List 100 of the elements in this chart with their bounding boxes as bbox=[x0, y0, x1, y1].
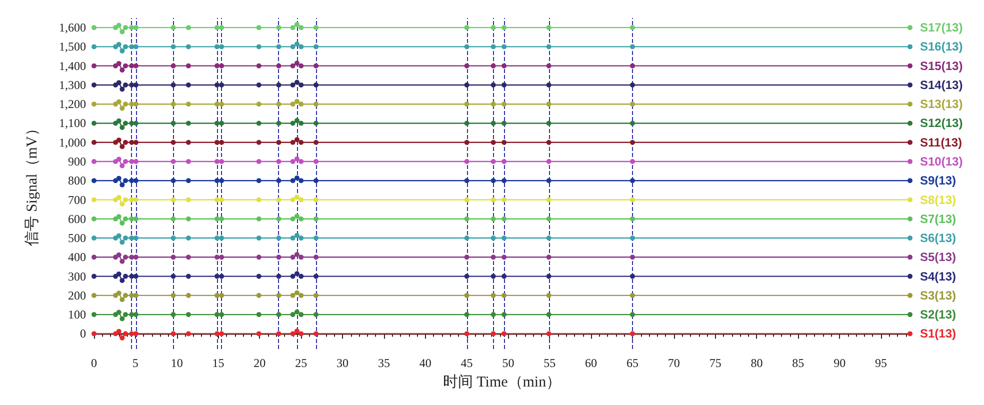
point bbox=[133, 102, 138, 107]
point bbox=[630, 274, 635, 279]
point bbox=[464, 82, 470, 88]
point bbox=[214, 102, 220, 107]
y-tick-label: 900 bbox=[68, 154, 86, 168]
point bbox=[314, 140, 319, 145]
point bbox=[546, 197, 552, 202]
point bbox=[298, 140, 304, 145]
point bbox=[120, 258, 125, 264]
point bbox=[314, 312, 319, 318]
point bbox=[116, 80, 122, 86]
point bbox=[92, 274, 96, 279]
point bbox=[908, 82, 912, 88]
point bbox=[219, 102, 224, 107]
series-label: S12(13) bbox=[920, 116, 963, 130]
point bbox=[256, 331, 262, 336]
point bbox=[298, 292, 304, 298]
point bbox=[298, 102, 304, 107]
point bbox=[630, 25, 635, 30]
point bbox=[298, 236, 304, 241]
point bbox=[256, 274, 262, 279]
point bbox=[113, 254, 118, 260]
point bbox=[546, 274, 552, 279]
point bbox=[256, 44, 262, 50]
point bbox=[464, 236, 470, 241]
point bbox=[464, 331, 470, 336]
point bbox=[290, 197, 296, 202]
point bbox=[630, 178, 635, 184]
point bbox=[116, 252, 122, 258]
point bbox=[256, 140, 262, 145]
point bbox=[256, 292, 262, 298]
point bbox=[290, 140, 296, 145]
point bbox=[314, 331, 319, 336]
point bbox=[129, 312, 134, 318]
point bbox=[546, 120, 552, 126]
point bbox=[502, 236, 507, 241]
x-tick-label: 95 bbox=[875, 356, 888, 370]
point bbox=[908, 44, 912, 50]
point bbox=[129, 44, 134, 50]
point bbox=[120, 68, 125, 73]
point bbox=[502, 197, 507, 202]
point bbox=[113, 44, 118, 50]
y-axis-title: 信号 Signal（mV） bbox=[24, 121, 40, 246]
point bbox=[214, 274, 220, 279]
point bbox=[219, 120, 224, 126]
point bbox=[133, 178, 138, 184]
point bbox=[116, 290, 122, 296]
point bbox=[122, 292, 128, 298]
point bbox=[290, 159, 296, 164]
point bbox=[464, 274, 470, 279]
point bbox=[490, 120, 496, 126]
point bbox=[630, 254, 635, 260]
point bbox=[908, 216, 912, 222]
point bbox=[129, 197, 134, 202]
point bbox=[490, 102, 496, 107]
point bbox=[502, 44, 507, 50]
point bbox=[630, 331, 635, 336]
point bbox=[170, 254, 176, 260]
point bbox=[290, 292, 296, 298]
point bbox=[92, 292, 96, 298]
point bbox=[464, 178, 470, 184]
point bbox=[490, 44, 496, 50]
point bbox=[294, 309, 300, 314]
y-tick-label: 300 bbox=[68, 269, 86, 284]
x-tick-label: 55 bbox=[544, 356, 556, 370]
y-tick-label: 200 bbox=[68, 288, 86, 302]
point bbox=[133, 312, 138, 318]
point bbox=[490, 236, 496, 241]
point bbox=[290, 25, 296, 30]
point bbox=[502, 25, 507, 30]
point bbox=[120, 278, 125, 284]
point bbox=[116, 176, 122, 181]
point bbox=[122, 25, 128, 30]
point bbox=[546, 63, 552, 68]
point bbox=[186, 254, 191, 260]
point bbox=[908, 140, 912, 145]
x-tick-label: 50 bbox=[502, 356, 514, 370]
point bbox=[186, 25, 191, 30]
series-label: S3(13) bbox=[920, 288, 956, 302]
point bbox=[92, 140, 96, 145]
point bbox=[908, 274, 912, 279]
point bbox=[314, 120, 319, 126]
point bbox=[186, 102, 191, 107]
point bbox=[298, 216, 304, 222]
point bbox=[120, 144, 125, 150]
y-tick-label: 1,000 bbox=[59, 135, 86, 150]
point bbox=[92, 178, 96, 184]
point bbox=[276, 197, 282, 202]
point bbox=[630, 63, 635, 68]
point bbox=[133, 140, 138, 145]
point bbox=[92, 120, 96, 126]
point bbox=[120, 124, 125, 130]
point bbox=[276, 82, 282, 88]
point bbox=[630, 216, 635, 222]
point bbox=[116, 61, 122, 66]
point bbox=[464, 140, 470, 145]
point bbox=[546, 159, 552, 164]
point bbox=[214, 312, 220, 318]
point bbox=[502, 254, 507, 260]
point bbox=[170, 236, 176, 241]
